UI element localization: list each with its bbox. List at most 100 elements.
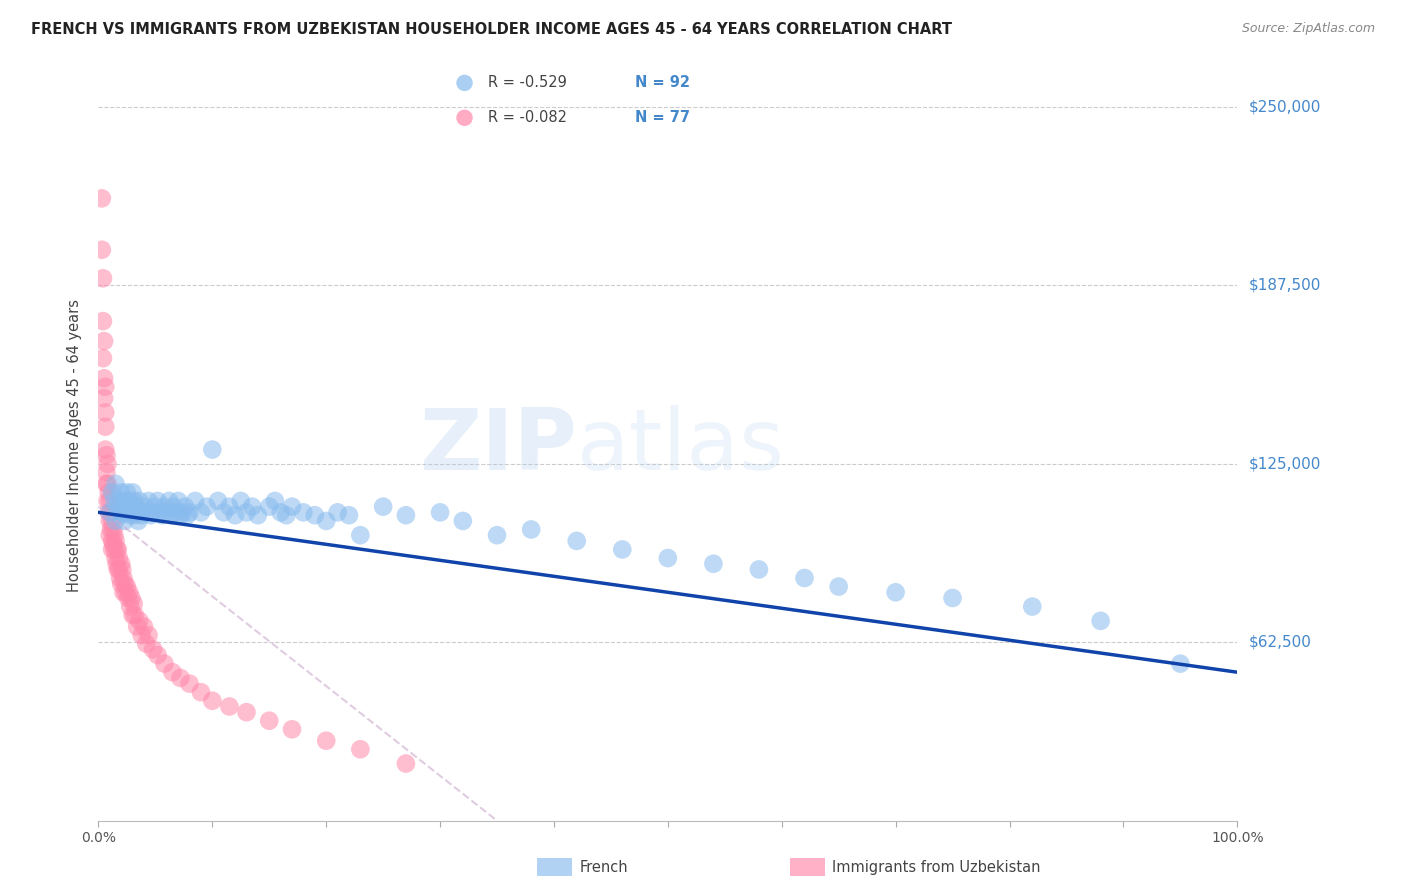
- Point: [93, 391, 115, 405]
- Point: [108, 494, 131, 508]
- Point: [103, 537, 125, 551]
- Point: [315, 733, 337, 747]
- Point: [124, 608, 146, 623]
- Point: [349, 742, 371, 756]
- Point: [104, 476, 127, 491]
- Point: [104, 514, 127, 528]
- Point: [100, 505, 122, 519]
- Point: [195, 500, 218, 514]
- Point: [111, 505, 134, 519]
- Point: [748, 562, 770, 576]
- Point: [122, 597, 145, 611]
- Point: [112, 585, 135, 599]
- Point: [114, 500, 136, 514]
- Point: [125, 500, 148, 514]
- Point: [103, 523, 125, 537]
- Point: [111, 562, 134, 576]
- Point: [150, 508, 173, 523]
- Point: [96, 457, 118, 471]
- Point: [169, 508, 191, 523]
- Point: [138, 494, 160, 508]
- Text: $62,500: $62,500: [1249, 635, 1312, 649]
- Point: [179, 505, 201, 519]
- Point: [110, 485, 132, 500]
- Point: [114, 576, 136, 591]
- Point: [97, 485, 120, 500]
- Point: [176, 508, 198, 523]
- Point: [131, 628, 153, 642]
- Point: [657, 551, 679, 566]
- Point: [212, 505, 235, 519]
- Point: [110, 500, 132, 514]
- Point: [281, 723, 304, 737]
- Point: [91, 351, 114, 366]
- Point: [132, 500, 155, 514]
- Point: [90, 191, 112, 205]
- Point: [153, 657, 176, 671]
- Point: [98, 505, 121, 519]
- Point: [94, 419, 117, 434]
- Text: Immigrants from Uzbekistan: Immigrants from Uzbekistan: [832, 860, 1040, 874]
- Point: [132, 619, 155, 633]
- Point: [107, 562, 129, 576]
- Point: [93, 371, 115, 385]
- Point: [235, 705, 257, 719]
- Text: R = -0.529: R = -0.529: [488, 76, 567, 90]
- Point: [145, 500, 167, 514]
- Point: [107, 542, 129, 557]
- Point: [218, 699, 240, 714]
- Point: [942, 591, 965, 605]
- Point: [135, 637, 157, 651]
- Point: [207, 494, 229, 508]
- Point: [104, 551, 127, 566]
- Text: $250,000: $250,000: [1249, 100, 1320, 114]
- Point: [101, 514, 124, 528]
- Point: [259, 714, 281, 728]
- Point: [112, 494, 135, 508]
- Point: [135, 505, 157, 519]
- Point: [94, 405, 117, 419]
- Point: [453, 111, 475, 125]
- Point: [93, 334, 115, 348]
- Point: [103, 494, 125, 508]
- Point: [270, 505, 292, 519]
- Point: [121, 505, 143, 519]
- Point: [429, 505, 451, 519]
- Point: [122, 494, 145, 508]
- Point: [304, 508, 326, 523]
- Text: Source: ZipAtlas.com: Source: ZipAtlas.com: [1241, 22, 1375, 36]
- Point: [179, 676, 201, 690]
- Point: [129, 505, 152, 519]
- Point: [276, 508, 298, 523]
- Point: [114, 514, 136, 528]
- Point: [98, 494, 121, 508]
- Point: [105, 500, 128, 514]
- Text: N = 77: N = 77: [634, 111, 690, 125]
- Point: [828, 580, 851, 594]
- Point: [91, 271, 114, 285]
- Point: [224, 508, 246, 523]
- Point: [326, 505, 349, 519]
- Text: $125,000: $125,000: [1249, 457, 1320, 471]
- Point: [201, 442, 224, 457]
- Point: [371, 500, 394, 514]
- Point: [172, 505, 194, 519]
- Point: [160, 508, 183, 523]
- Point: [395, 756, 418, 771]
- Text: $187,500: $187,500: [1249, 278, 1320, 293]
- Point: [128, 494, 150, 508]
- Point: [120, 508, 142, 523]
- Point: [108, 571, 131, 585]
- Point: [118, 585, 141, 599]
- Point: [565, 533, 588, 548]
- Point: [131, 508, 153, 523]
- Point: [349, 528, 371, 542]
- Point: [117, 591, 139, 605]
- Point: [281, 500, 304, 514]
- Point: [110, 557, 132, 571]
- Point: [315, 514, 337, 528]
- Point: [138, 628, 160, 642]
- Point: [612, 542, 634, 557]
- Point: [124, 508, 146, 523]
- Point: [127, 619, 149, 633]
